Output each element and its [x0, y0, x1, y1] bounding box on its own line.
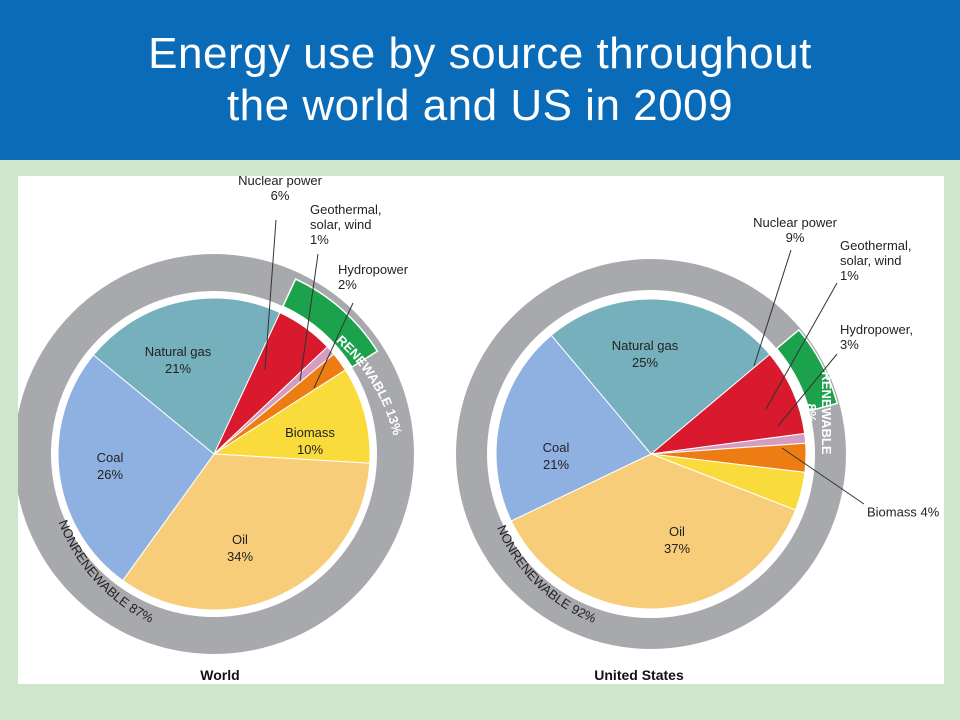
us-renewable-band: [775, 328, 839, 412]
us-slice-coal: [495, 334, 652, 522]
us-label-coal-name: Coal: [543, 440, 570, 455]
us-label-nuclear-power-line-2: 9%: [786, 230, 805, 245]
us-label-hydropower: Hydropower, 3%: [840, 322, 913, 352]
world-leader-hydropower: [313, 302, 354, 389]
world-chart: Nuclear power 6%Geothermal, solar, wind 1%H…: [18, 176, 414, 683]
world-label-coal-value: 26%: [97, 467, 123, 482]
world-label-natural-gas: Natural gas 21%: [145, 344, 212, 376]
world-label-hydropower-line-1: Hydropower: [338, 262, 409, 277]
world-label-geothermal-solar-wind: Geothermal, solar, wind 1%: [310, 202, 382, 247]
us-label-hydropower-line-1: Hydropower,: [840, 322, 913, 337]
world-label-oil: Oil 34%: [227, 532, 253, 564]
us-label-nuclear-power-line-1: Nuclear power: [753, 215, 837, 230]
world-slice-natural-gas: [92, 297, 281, 455]
world-leader-nuclear-power: [264, 219, 277, 371]
figure-panel: Nuclear power 6% Geothermal, solar, wind 1% H…: [18, 176, 944, 684]
world-label-geothermal-solar-wind-line-2: solar, wind: [310, 217, 371, 232]
title-line-1: Energy use by source throughout: [148, 29, 812, 78]
us-leader-nuclear-power: [753, 249, 792, 367]
us-renewable-label-name: RENEWABLE: [819, 371, 834, 454]
us-label-geothermal-solar-wind: Geothermal, solar, wind 1%: [840, 238, 912, 283]
us-leader-geothermal-solar-wind: [765, 282, 838, 410]
world-slice-oil: [122, 453, 371, 611]
us-label-natural-gas: Natural gas 25%: [612, 338, 679, 370]
world-label-natural-gas-name: Natural gas: [145, 344, 212, 359]
world-label-biomass: Biomass 10%: [285, 425, 335, 457]
us-label-natural-gas-name: Natural gas: [612, 338, 679, 353]
world-slice-coal: [57, 354, 215, 582]
us-label-oil-name: Oil: [669, 524, 685, 539]
world-label-nuclear-power-line-2: 6%: [271, 188, 290, 203]
us-caption: United States: [594, 667, 684, 683]
world-label-natural-gas-value: 21%: [165, 361, 191, 376]
world-renewable-band: [281, 278, 379, 369]
us-slice-oil: [510, 453, 797, 610]
title-banner: Energy use by source throughout the worl…: [0, 0, 960, 160]
us-renewable-label-value: 8%: [804, 404, 819, 423]
us-label-oil-value: 37%: [664, 541, 690, 556]
us-label-oil: Oil 37%: [664, 524, 690, 556]
us-label-coal-value: 21%: [543, 457, 569, 472]
us-leader-hydropower: [777, 353, 838, 427]
world-label-oil-name: Oil: [232, 532, 248, 547]
world-leader-geothermal-solar-wind: [299, 253, 319, 382]
us-leader-biomass: [781, 447, 865, 505]
us-label-coal: Coal 21%: [543, 440, 570, 472]
us-slice-natural-gas: [550, 298, 771, 455]
pie-charts: Nuclear power 6%Geothermal, solar, wind 1%H…: [18, 176, 940, 683]
us-label-nuclear-power: Nuclear power 9%: [753, 215, 837, 245]
us-chart: Nuclear power 9%Geothermal, solar, wind 1%H…: [456, 215, 940, 683]
us-label-hydropower-line-2: 3%: [840, 337, 859, 352]
world-label-nuclear-power-line-1: Nuclear power: [238, 176, 322, 188]
world-slice-biomass: [212, 369, 371, 464]
us-label-geothermal-solar-wind-line-3: 1%: [840, 268, 859, 283]
title-line-2: the world and US in 2009: [226, 81, 734, 130]
us-label-geothermal-solar-wind-line-2: solar, wind: [840, 253, 901, 268]
us-label-natural-gas-value: 25%: [632, 355, 658, 370]
us-label-geothermal-solar-wind-line-1: Geothermal,: [840, 238, 912, 253]
world-label-nuclear-power: Nuclear power 6%: [238, 176, 322, 203]
world-label-coal-name: Coal: [97, 450, 124, 465]
world-label-oil-value: 34%: [227, 549, 253, 564]
slide-title: Energy use by source throughout the worl…: [0, 0, 960, 160]
world-label-geothermal-solar-wind-line-1: Geothermal,: [310, 202, 382, 217]
world-label-coal: Coal 26%: [97, 450, 124, 482]
us-label-biomass: Biomass 4%: [867, 504, 940, 519]
world-label-hydropower-line-2: 2%: [338, 277, 357, 292]
world-label-geothermal-solar-wind-line-3: 1%: [310, 232, 329, 247]
world-label-hydropower: Hydropower 2%: [338, 262, 409, 292]
us-renewable-label: RENEWABLE8%: [804, 371, 834, 454]
us-slice-nuclear-power: [649, 353, 806, 455]
world-label-biomass-value: 10%: [297, 442, 323, 457]
world-label-biomass-name: Biomass: [285, 425, 335, 440]
world-caption: World: [200, 667, 239, 683]
